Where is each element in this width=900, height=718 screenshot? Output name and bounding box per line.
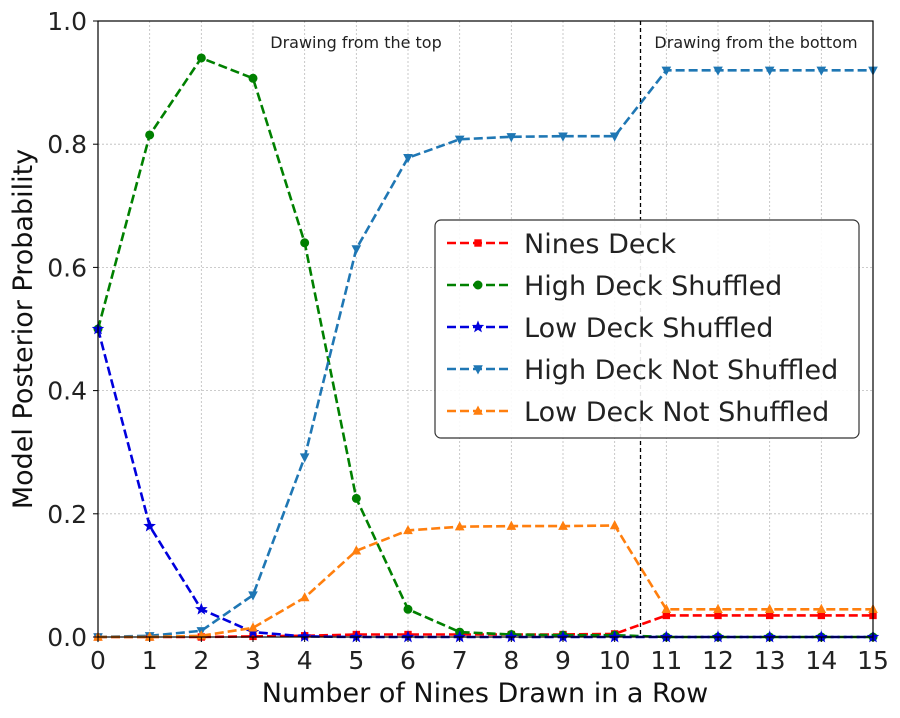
axes-frame — [97, 20, 874, 638]
series-low-deck-not-shuffled — [93, 520, 878, 641]
x-tick-label: 12 — [702, 646, 734, 675]
data-point — [403, 604, 413, 614]
data-point — [558, 520, 568, 530]
data-point — [506, 520, 517, 530]
legend-marker — [474, 239, 482, 247]
data-point — [713, 66, 723, 76]
data-point — [765, 611, 774, 620]
x-axis-label: Number of Nines Drawn in a Row — [262, 678, 708, 709]
data-point — [764, 66, 775, 76]
annotation-top: Drawing from the top — [270, 33, 442, 52]
data-point — [248, 622, 258, 632]
data-point — [454, 521, 465, 531]
x-tick-label: 7 — [452, 646, 468, 675]
data-point — [714, 611, 722, 620]
y-tick-label: 0.4 — [47, 377, 87, 406]
data-point — [299, 592, 310, 602]
data-point — [403, 154, 413, 164]
x-tick-label: 14 — [805, 646, 837, 675]
data-point — [558, 132, 568, 142]
data-point — [661, 66, 672, 76]
data-point — [195, 602, 208, 615]
series-line — [98, 524, 873, 639]
data-point — [609, 520, 620, 530]
data-point — [248, 73, 258, 83]
legend-box — [434, 219, 860, 439]
legend-item: High Deck Shuffled — [447, 271, 782, 302]
x-tick-label: 4 — [297, 646, 313, 675]
annotation-bottom: Drawing from the bottom — [654, 33, 857, 52]
x-tick-label: 15 — [857, 646, 889, 675]
data-point — [764, 603, 775, 613]
x-tick-label: 13 — [754, 646, 786, 675]
data-point — [506, 133, 517, 143]
y-tick-label: 0.2 — [47, 500, 87, 529]
x-tick-label: 11 — [650, 646, 682, 675]
legend-item: Nines Deck — [447, 229, 676, 260]
data-point — [351, 245, 362, 255]
x-tick-label: 5 — [348, 646, 364, 675]
x-tick-label: 9 — [555, 646, 571, 675]
legend-marker — [473, 280, 483, 290]
x-tick-label: 8 — [503, 646, 519, 675]
series-line — [97, 69, 873, 639]
legend-label: Nines Deck — [524, 229, 676, 260]
data-point — [661, 603, 672, 613]
x-tick-label: 6 — [400, 646, 416, 675]
legend-marker — [473, 365, 483, 375]
legend-item: Low Deck Shuffled — [447, 313, 773, 344]
y-axis-label: Model Posterior Probability — [8, 149, 39, 509]
legend-item: Low Deck Not Shuffled — [447, 397, 829, 428]
legend-label: High Deck Shuffled — [524, 271, 782, 302]
data-point — [403, 524, 413, 535]
legend-label: Low Deck Not Shuffled — [524, 397, 829, 428]
x-tick-label: 0 — [90, 646, 106, 675]
legend-label: Low Deck Shuffled — [524, 313, 773, 344]
data-point — [248, 591, 258, 601]
legend-marker — [473, 405, 483, 415]
legend-marker — [471, 320, 485, 333]
y-tick-label: 0.8 — [47, 130, 87, 159]
data-point — [351, 545, 362, 555]
data-point — [454, 135, 465, 145]
data-point — [300, 238, 310, 248]
legend-label: High Deck Not Shuffled — [524, 355, 838, 386]
data-point — [609, 132, 620, 142]
y-tick-label: 1.0 — [47, 7, 87, 36]
y-tick-label: 0.6 — [47, 253, 87, 282]
x-tick-label: 3 — [245, 646, 261, 675]
y-tick-label: 0.0 — [47, 623, 87, 652]
data-point — [816, 66, 827, 76]
data-point — [713, 603, 723, 613]
data-point — [299, 453, 310, 463]
legend: Nines Deck High Deck Shuffled Low Deck Shu… — [434, 219, 860, 439]
data-point — [143, 519, 156, 532]
series-high-deck-not-shuffled — [93, 66, 878, 643]
ticks: 0 1 2 3 4 5 6 7 8 9 10 11 12 13 14 150.00.20.40.60.81.0 — [47, 7, 889, 675]
x-tick-label: 10 — [599, 646, 631, 675]
data-point — [145, 130, 155, 140]
data-point — [816, 603, 827, 613]
legend-item: High Deck Not Shuffled — [447, 355, 838, 386]
x-tick-label: 2 — [193, 646, 209, 675]
data-point — [351, 493, 361, 503]
data-point — [662, 611, 671, 620]
data-point — [196, 53, 206, 63]
x-tick-label: 1 — [142, 646, 158, 675]
series-line — [98, 614, 873, 639]
data-point — [817, 611, 826, 620]
